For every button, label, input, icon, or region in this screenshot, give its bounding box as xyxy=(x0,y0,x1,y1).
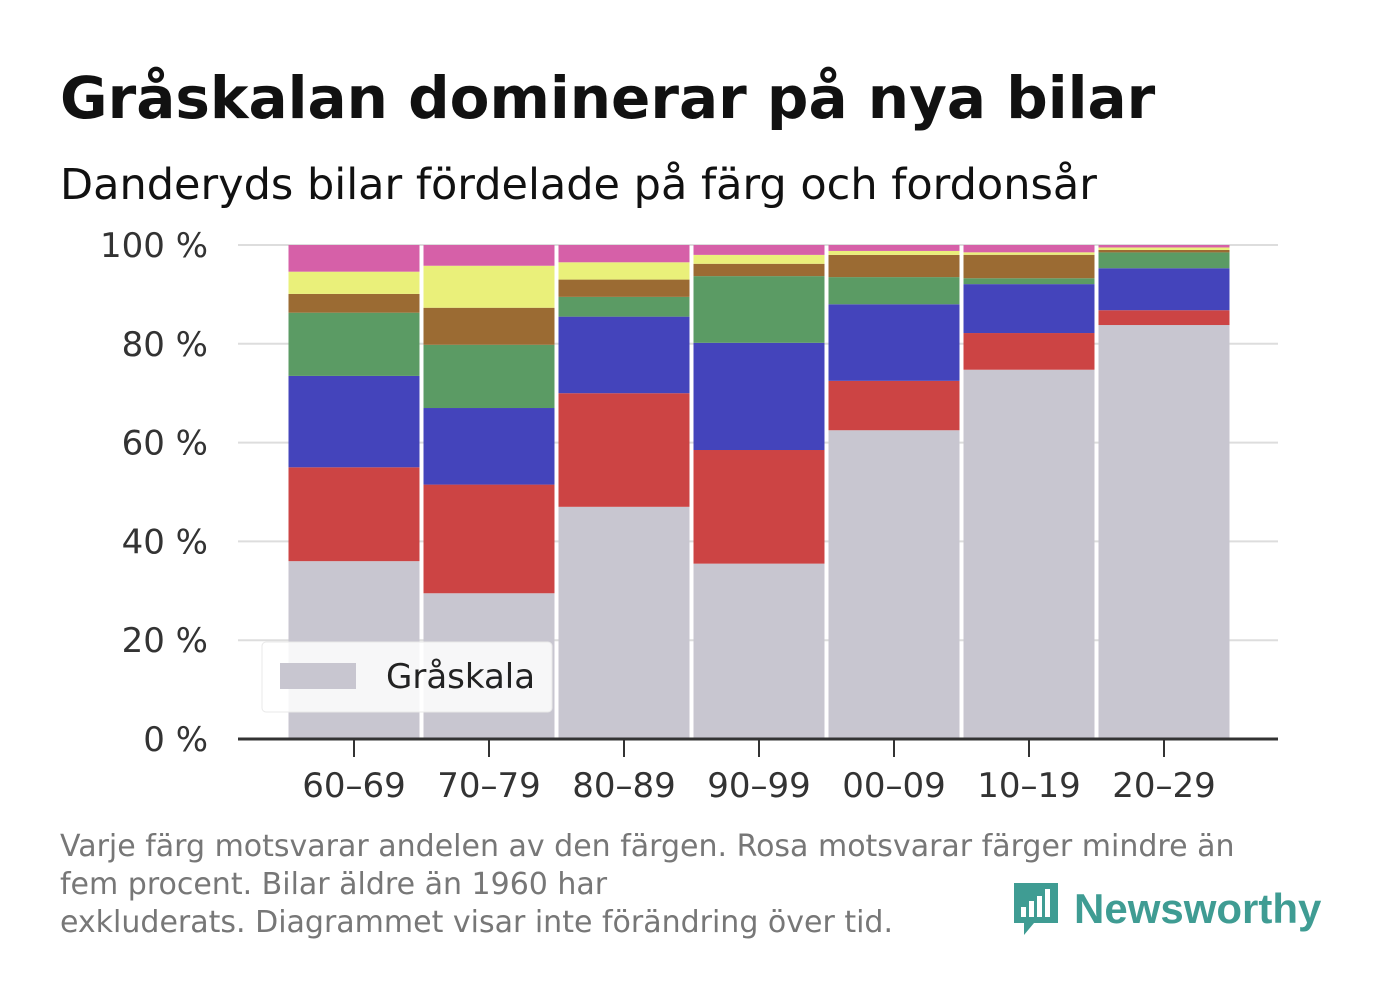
bar-segment xyxy=(288,271,420,294)
footnote-line: Varje färg motsvarar andelen av den färg… xyxy=(60,829,1235,864)
bar-segment xyxy=(693,342,825,451)
bar-segment xyxy=(1098,249,1230,253)
bar-segment xyxy=(693,450,825,564)
bar-segment xyxy=(288,312,420,376)
y-tick-label: 60 % xyxy=(122,424,208,464)
brand-logo: Newsworthy xyxy=(1010,878,1321,940)
bar-segment xyxy=(693,276,825,343)
bar-segment xyxy=(288,467,420,562)
bar-segment xyxy=(693,254,825,264)
bar-segment xyxy=(828,304,960,381)
footnote: Varje färg motsvarar andelen av den färg… xyxy=(60,828,1300,942)
bar-segment xyxy=(558,393,690,507)
footnote-line: exkluderats. Diagrammet visar inte förän… xyxy=(60,905,894,940)
brand-name: Newsworthy xyxy=(1074,885,1322,932)
bar-segment xyxy=(963,369,1095,739)
y-tick-label: 100 % xyxy=(100,226,208,266)
bar-segment xyxy=(423,344,555,409)
bar-segment xyxy=(828,254,960,278)
x-tick-label: 80–89 xyxy=(572,766,676,806)
bar-segment xyxy=(828,245,960,251)
bar-segment xyxy=(828,250,960,255)
bar-segment xyxy=(963,254,1095,279)
x-tick-label: 10–19 xyxy=(977,766,1081,806)
y-tick-label: 0 % xyxy=(143,720,208,760)
y-tick-label: 40 % xyxy=(122,522,208,562)
bar-segment xyxy=(288,293,420,313)
bar-segment xyxy=(828,430,960,739)
bar-segment xyxy=(963,252,1095,255)
bar-segment xyxy=(423,307,555,345)
bar-segment xyxy=(1098,245,1230,248)
legend-label: Gråskala xyxy=(386,657,535,697)
bar-segment xyxy=(558,506,690,739)
bar-segment xyxy=(963,333,1095,370)
x-tick-label: 00–09 xyxy=(842,766,946,806)
bar-segment xyxy=(558,245,690,263)
bar-segment xyxy=(558,279,690,297)
chart-subtitle: Danderyds bilar fördelade på färg och fo… xyxy=(60,160,1097,210)
bar-segment xyxy=(693,263,825,277)
bar-segment xyxy=(963,278,1095,285)
bar-segment xyxy=(288,245,420,272)
bar-segment xyxy=(558,296,690,317)
footnote-line: fem procent. Bilar äldre än 1960 har xyxy=(60,867,608,902)
newsworthy-logo-icon xyxy=(1014,883,1058,935)
bar-segment xyxy=(423,245,555,266)
bar-segment xyxy=(423,484,555,594)
bar-segment xyxy=(828,277,960,305)
chart-title: Gråskalan dominerar på nya bilar xyxy=(60,64,1156,132)
bar-segment xyxy=(1098,247,1230,250)
bar-segment xyxy=(558,316,690,394)
bar-segment xyxy=(1098,252,1230,269)
bar-segment xyxy=(828,380,960,431)
bar-segment xyxy=(1098,325,1230,739)
x-tick-label: 20–29 xyxy=(1112,766,1216,806)
x-tick-label: 90–99 xyxy=(707,766,811,806)
bar-segment xyxy=(963,245,1095,253)
legend-box xyxy=(261,641,553,713)
bar-segment xyxy=(693,245,825,255)
bar-segment xyxy=(288,375,420,468)
legend-swatch xyxy=(280,663,356,689)
bar-segment xyxy=(1098,310,1230,326)
y-tick-label: 20 % xyxy=(122,621,208,661)
y-tick-label: 80 % xyxy=(122,325,208,365)
bar-segment xyxy=(693,563,825,739)
bar-segment xyxy=(1098,268,1230,311)
bar-segment xyxy=(558,262,690,280)
bar-segment xyxy=(423,265,555,308)
x-tick-label: 60–69 xyxy=(302,766,406,806)
bar-segment xyxy=(423,408,555,485)
bar-segment xyxy=(963,284,1095,334)
x-tick-label: 70–79 xyxy=(437,766,541,806)
